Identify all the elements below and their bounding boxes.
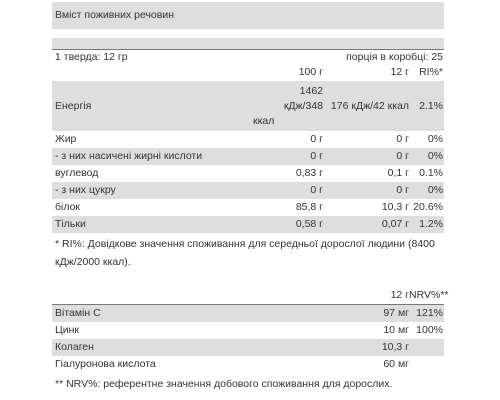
energy-label: Енергія — [55, 99, 92, 112]
energy-ri: 2.1% — [419, 99, 443, 112]
header-label — [52, 64, 251, 81]
nutrition-panel: Вміст поживних речовин 1 тверда: 12 гр п… — [52, 0, 449, 393]
divider — [52, 304, 444, 305]
table-row: Тільки 0,58 г 0,07 г 1.2% — [52, 216, 444, 233]
servings-per-box: порція в коробці: 25 — [346, 51, 443, 63]
header-ri: RI%* — [419, 66, 443, 78]
vitamins-header-row: 12 г NRV%** — [52, 287, 449, 304]
table-row: - з них насичені жирні кислоти 0 г 0 г 0… — [52, 148, 444, 165]
vitamin-row: Колаген 10,3 г — [52, 339, 444, 356]
vitamins-header-nrv: NRV%** — [409, 289, 449, 301]
serving-info: 1 тверда: 12 гр порція в коробці: 25 — [52, 50, 444, 64]
table-row: Жир 0 г 0 г 0% — [55, 133, 443, 145]
vitamin-row: Вітамін С 97 мг 121% — [52, 305, 444, 322]
vitamin-row: Гіалуронова кислота 60 мг — [55, 358, 409, 370]
header-per12: 12 г — [390, 66, 409, 78]
energy-per12: 176 кДж/42 ккал — [330, 99, 409, 112]
energy-per100: 1462 кДж/348 ккал — [253, 84, 323, 127]
nutrition-title: Вміст поживних речовин — [52, 2, 444, 29]
energy-row: Енергія 1462 кДж/348 ккал 176 кДж/42 кка… — [52, 81, 444, 131]
vitamin-row: Цинк 10 мг 100% — [55, 324, 443, 336]
title-spacer-bar — [52, 38, 444, 49]
nrv-footnote: ** NRV%: референтне значення добового сп… — [55, 378, 393, 390]
ri-footnote: * RI%: Довідкове значення споживання для… — [55, 238, 435, 268]
serving-size: 1 тверда: 12 гр — [55, 51, 128, 63]
table-row: - з них цукру 0 г 0 г 0% — [52, 182, 444, 199]
column-header-row: 100 г 12 г RI%* — [52, 64, 444, 81]
vitamins-header-per12: 12 г — [390, 289, 409, 301]
table-row: білок 85,8 г 10,3 г 20.6% — [55, 201, 443, 213]
table-row: вуглевод 0,83 г 0,1 г 0.1% — [55, 167, 443, 179]
header-per100: 100 г — [298, 66, 323, 78]
divider — [52, 49, 444, 50]
